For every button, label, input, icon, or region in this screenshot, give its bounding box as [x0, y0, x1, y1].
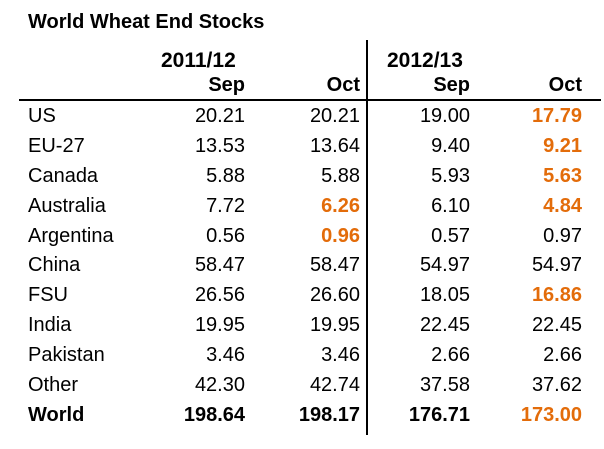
value-cell: 9.40 [431, 134, 470, 157]
column-header-sep-2012-13: Sep [433, 74, 470, 96]
value-cell: 5.88 [206, 164, 245, 187]
value-cell: 22.45 [531, 314, 582, 337]
table-row: World 198.64 198.17 176.71 173.00 [0, 401, 604, 431]
value-cell: 0.97 [543, 224, 582, 247]
table-row: India 19.95 19.95 22.45 22.45 [0, 311, 604, 341]
table-row: Pakistan 3.46 3.46 2.66 2.66 [0, 341, 604, 371]
table-row: Canada 5.88 5.88 5.93 5.63 [0, 162, 604, 192]
row-label: Australia [28, 194, 106, 217]
year-group-header-2012-13: 2012/13 [387, 49, 463, 72]
table-row: China 58.47 58.47 54.97 54.97 [0, 251, 604, 281]
table-row: US 20.21 20.21 19.00 17.79 [0, 102, 604, 132]
value-cell: 173.00 [520, 403, 582, 426]
value-cell: 13.53 [194, 134, 245, 157]
value-cell: 17.79 [531, 105, 582, 127]
row-label: EU-27 [28, 134, 85, 157]
table-body: US 20.21 20.21 19.00 17.79 EU-27 13.53 13.64 9.4… [0, 102, 604, 431]
value-cell: 22.45 [419, 314, 470, 337]
row-label: World [28, 403, 85, 426]
empty-corner-cell [28, 71, 133, 99]
value-cell: 198.17 [298, 403, 360, 426]
row-label: FSU [28, 284, 68, 307]
row-label: Other [28, 374, 79, 397]
value-cell: 0.56 [206, 224, 245, 247]
value-cell: 7.72 [206, 194, 245, 217]
table-row: Argentina 0.56 0.96 0.57 0.97 [0, 222, 604, 252]
year-divider-line [366, 40, 368, 435]
value-cell: 20.21 [309, 105, 360, 127]
row-label: India [28, 314, 72, 337]
value-cell: 9.21 [543, 134, 582, 157]
value-cell: 6.26 [321, 194, 360, 217]
value-cell: 176.71 [408, 403, 470, 426]
value-cell: 19.95 [309, 314, 360, 337]
page-title: World Wheat End Stocks [28, 11, 265, 33]
value-cell: 20.21 [194, 105, 245, 127]
value-cell: 26.56 [194, 284, 245, 307]
month-header-row: Sep Oct Sep Oct [0, 71, 604, 99]
table-row: EU-27 13.53 13.64 9.40 9.21 [0, 132, 604, 162]
value-cell: 16.86 [531, 284, 582, 307]
row-label: China [28, 254, 81, 277]
value-cell: 0.96 [321, 224, 360, 247]
row-label: Argentina [28, 224, 114, 247]
value-cell: 58.47 [194, 254, 245, 277]
value-cell: 2.66 [431, 344, 470, 367]
value-cell: 5.88 [321, 164, 360, 187]
value-cell: 13.64 [309, 134, 360, 157]
header-divider-line [19, 99, 601, 101]
value-cell: 18.05 [419, 284, 470, 307]
value-cell: 54.97 [531, 254, 582, 277]
table-row: Other 42.30 42.74 37.58 37.62 [0, 371, 604, 401]
row-label: Canada [28, 164, 99, 187]
value-cell: 5.63 [543, 164, 582, 187]
value-cell: 3.46 [206, 344, 245, 367]
value-cell: 198.64 [183, 403, 245, 426]
column-header-oct-2011-12: Oct [326, 74, 360, 96]
value-cell: 58.47 [309, 254, 360, 277]
value-cell: 0.57 [431, 224, 470, 247]
value-cell: 37.58 [419, 374, 470, 397]
column-header-sep-2011-12: Sep [208, 74, 245, 96]
row-label: Pakistan [28, 344, 105, 367]
value-cell: 2.66 [543, 344, 582, 367]
value-cell: 54.97 [419, 254, 470, 277]
row-label: US [28, 105, 56, 127]
value-cell: 19.95 [194, 314, 245, 337]
value-cell: 4.84 [543, 194, 582, 217]
value-cell: 3.46 [321, 344, 360, 367]
value-cell: 26.60 [309, 284, 360, 307]
column-header-oct-2012-13: Oct [548, 74, 582, 96]
value-cell: 37.62 [531, 374, 582, 397]
value-cell: 42.30 [194, 374, 245, 397]
year-group-header-2011-12: 2011/12 [161, 49, 236, 72]
value-cell: 42.74 [309, 374, 360, 397]
value-cell: 6.10 [431, 194, 470, 217]
table-row: Australia 7.72 6.26 6.10 4.84 [0, 192, 604, 222]
value-cell: 5.93 [431, 164, 470, 187]
table-row: FSU 26.56 26.60 18.05 16.86 [0, 281, 604, 311]
value-cell: 19.00 [419, 105, 470, 127]
